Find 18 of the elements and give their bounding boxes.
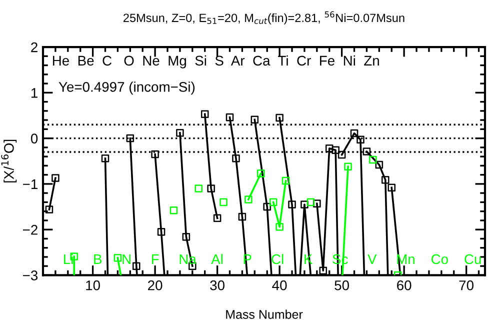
x-tick-label: 70 [459,280,474,290]
x-tick-label: 20 [148,280,162,290]
x-tick-label: 40 [272,280,287,290]
y-tick-label: −3 [22,270,38,280]
x-tick-label: 10 [86,280,100,290]
x-axis-title: Mass Number [226,310,303,319]
x-tick-label: 50 [334,280,349,290]
y-tick-label: 1 [31,88,38,98]
x-tick-label: 60 [397,280,412,290]
y-axis-title: [X/$^{16}$O] [1,140,17,182]
chart-title: 25Msun, Z=0, E$_{51}$=20, M$_{cut}$(fin)=2.81, $^{56}$Ni=0.07Msun [124,11,404,24]
annotation: Ye=0.4997 (incom−Si) [58,82,195,95]
y-tick-label: 2 [31,42,38,52]
annotation: He Be C O Ne Mg Si S Ar Ca Ti Cr Fe Ni Zn [52,55,379,68]
y-tick-label: 0 [30,134,38,144]
y-tick-label: −1 [22,179,38,189]
x-tick-label: 30 [210,280,224,290]
y-tick-label: −2 [22,224,38,235]
